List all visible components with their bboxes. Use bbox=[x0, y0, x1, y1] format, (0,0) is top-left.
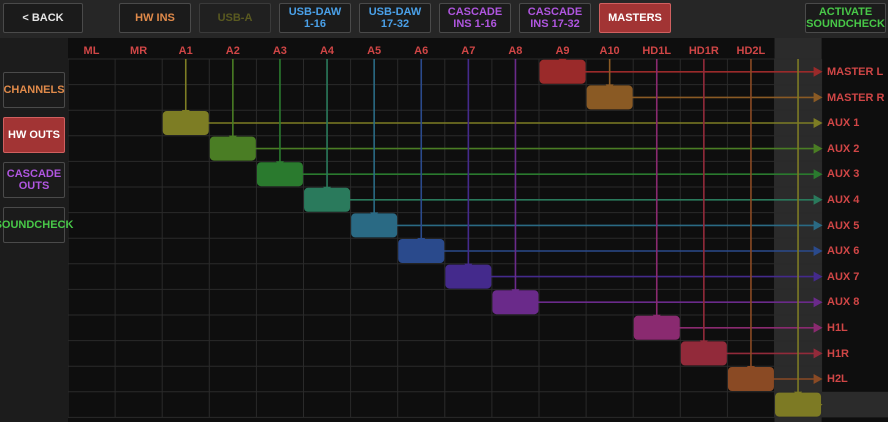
route-right-arrow bbox=[813, 66, 823, 77]
column-header[interactable]: A7 bbox=[461, 45, 476, 57]
back-button[interactable]: < BACK bbox=[3, 3, 83, 33]
row-label[interactable]: MASTER R bbox=[827, 91, 885, 104]
route-right-arrow bbox=[813, 348, 823, 359]
route-node[interactable] bbox=[162, 111, 209, 135]
route-right-arrow bbox=[813, 220, 823, 231]
column-header[interactable]: A6 bbox=[414, 45, 429, 57]
column-header[interactable]: A2 bbox=[225, 45, 240, 57]
column-header[interactable]: A8 bbox=[508, 45, 523, 57]
route-hd2r-to-h2r[interactable] bbox=[775, 59, 823, 417]
route-right-arrow bbox=[813, 118, 823, 128]
tab-usb-daw-17-32[interactable]: USB-DAW 17-32 bbox=[359, 3, 431, 33]
row-label[interactable]: MASTER L bbox=[827, 66, 884, 78]
tab-usb-daw-1-16[interactable]: USB-DAW 1-16 bbox=[279, 3, 351, 33]
route-a5-to-aux-5[interactable] bbox=[351, 59, 823, 238]
route-hd2l-to-h2l[interactable] bbox=[727, 59, 823, 391]
route-right-arrow bbox=[813, 246, 823, 256]
route-node[interactable] bbox=[304, 187, 351, 212]
route-right-arrow bbox=[813, 143, 823, 154]
route-node[interactable] bbox=[256, 162, 303, 187]
column-header[interactable]: A10 bbox=[599, 45, 620, 57]
sidebar-item-channels[interactable]: CHANNELS bbox=[3, 72, 65, 108]
sidebar-item-soundcheck[interactable]: SOUNDCHECK bbox=[0, 207, 73, 243]
route-node[interactable] bbox=[680, 341, 727, 366]
route-right-arrow bbox=[813, 194, 823, 205]
sidebar: CHANNELS HW OUTS CASCADE OUTS SOUNDCHECK bbox=[0, 38, 73, 422]
column-header[interactable]: A3 bbox=[272, 45, 287, 57]
route-node[interactable] bbox=[727, 367, 774, 391]
column-header[interactable]: A5 bbox=[367, 45, 382, 57]
tab-masters[interactable]: MASTERS bbox=[599, 3, 671, 33]
route-a2-to-aux-2[interactable] bbox=[209, 59, 823, 161]
routing-matrix[interactable] bbox=[68, 38, 888, 422]
route-right-arrow bbox=[813, 92, 823, 103]
tab-cascade-ins-17-32[interactable]: CASCADE INS 17-32 bbox=[519, 3, 591, 33]
route-node[interactable] bbox=[492, 290, 539, 315]
route-a10-to-master-r[interactable] bbox=[586, 59, 823, 110]
column-header[interactable]: MR bbox=[130, 45, 148, 57]
column-header[interactable]: A4 bbox=[319, 45, 335, 57]
route-a7-to-aux-7[interactable] bbox=[445, 59, 823, 289]
activate-soundcheck-button[interactable]: ACTIVATE SOUNDCHECK bbox=[805, 3, 886, 33]
route-node[interactable] bbox=[775, 392, 822, 417]
column-header[interactable]: A9 bbox=[555, 45, 570, 57]
row-label[interactable]: H2L bbox=[827, 373, 848, 386]
route-right-arrow bbox=[813, 322, 823, 333]
route-node[interactable] bbox=[209, 136, 256, 161]
route-right-arrow bbox=[813, 271, 823, 282]
row-label[interactable]: AUX 3 bbox=[827, 168, 860, 181]
row-label[interactable]: AUX 7 bbox=[827, 270, 860, 283]
row-label[interactable]: AUX 1 bbox=[827, 117, 860, 130]
row-label[interactable]: AUX 5 bbox=[827, 219, 860, 232]
row-label[interactable]: H1L bbox=[827, 322, 848, 334]
route-a4-to-aux-4[interactable] bbox=[304, 59, 823, 212]
route-a9-to-master-l[interactable] bbox=[539, 58, 823, 84]
route-hd1l-to-h1l[interactable] bbox=[633, 59, 823, 340]
route-a1-to-aux-1[interactable] bbox=[162, 59, 823, 135]
column-header[interactable]: ML bbox=[83, 45, 100, 57]
row-label[interactable]: H1R bbox=[827, 347, 850, 360]
route-hd1r-to-h1r[interactable] bbox=[680, 59, 823, 366]
route-a6-to-aux-6[interactable] bbox=[398, 59, 823, 263]
tab-hw-ins[interactable]: HW INS bbox=[119, 3, 191, 33]
route-right-arrow bbox=[813, 374, 823, 384]
column-header[interactable]: HD2L bbox=[736, 45, 766, 57]
column-header[interactable]: A1 bbox=[178, 45, 193, 57]
row-label[interactable]: AUX 2 bbox=[827, 142, 860, 155]
top-toolbar: < BACK HW INS USB-A USB-DAW 1-16 USB-DAW… bbox=[0, 0, 888, 38]
route-node[interactable] bbox=[633, 315, 680, 340]
route-node[interactable] bbox=[539, 59, 586, 84]
route-a8-to-aux-8[interactable] bbox=[492, 59, 823, 315]
route-node[interactable] bbox=[351, 213, 398, 238]
route-a3-to-aux-3[interactable] bbox=[256, 59, 823, 187]
sidebar-item-hw-outs[interactable]: HW OUTS bbox=[3, 117, 65, 153]
route-node[interactable] bbox=[445, 264, 492, 289]
row-label[interactable]: AUX 6 bbox=[827, 245, 860, 258]
route-right-arrow bbox=[813, 169, 823, 180]
sidebar-item-cascade-outs[interactable]: CASCADE OUTS bbox=[3, 162, 65, 198]
route-right-arrow bbox=[813, 297, 823, 308]
tab-usb-a[interactable]: USB-A bbox=[199, 3, 271, 33]
selected-row-highlight bbox=[821, 391, 888, 418]
row-label[interactable]: AUX 4 bbox=[827, 194, 860, 206]
route-node[interactable] bbox=[586, 85, 633, 110]
route-node[interactable] bbox=[398, 239, 445, 263]
column-header[interactable]: HD1R bbox=[688, 45, 719, 57]
column-header[interactable]: HD1L bbox=[642, 45, 672, 57]
row-label[interactable]: AUX 8 bbox=[827, 296, 860, 309]
tab-cascade-ins-1-16[interactable]: CASCADE INS 1-16 bbox=[439, 3, 511, 33]
